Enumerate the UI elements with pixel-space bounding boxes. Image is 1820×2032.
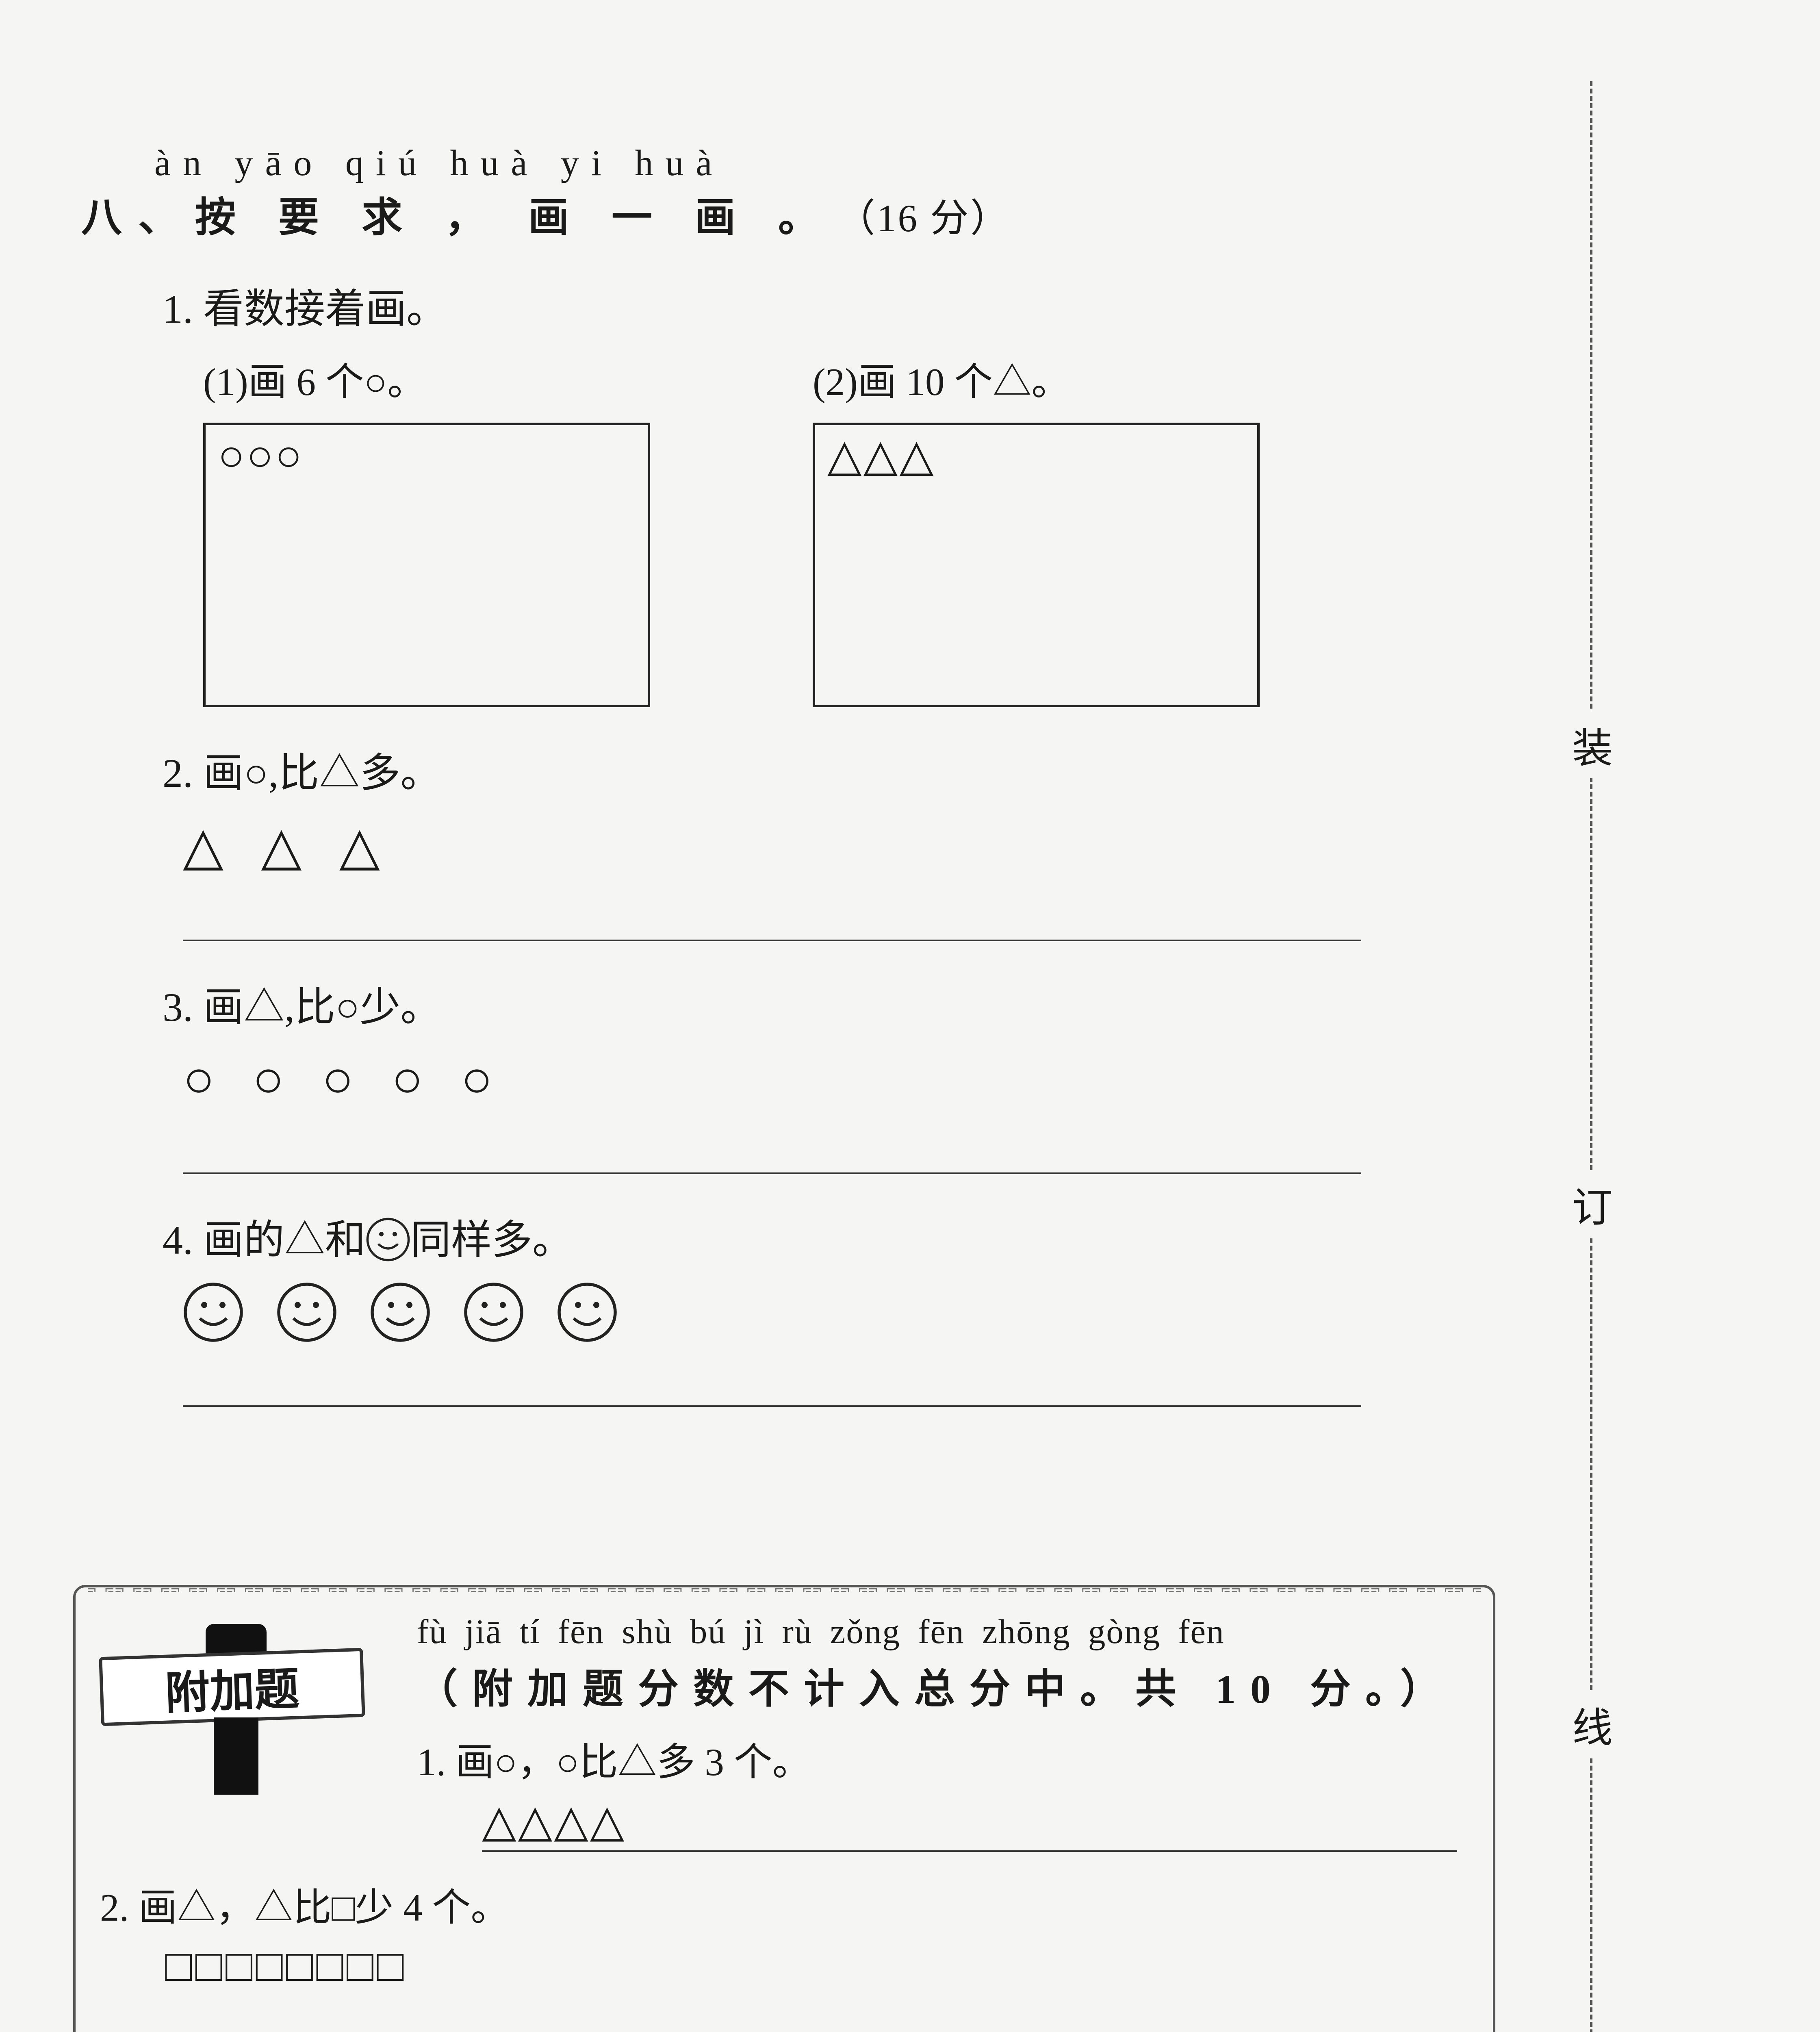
q4-smiley-row (183, 1282, 1463, 1343)
smiley-icon (463, 1282, 524, 1343)
bonus-q1-title: 1. 画○，○比△多 3 个。 (417, 1731, 1469, 1787)
section-8-title-row: 八、按 要 求 ， 画 一 画 。 （16 分） (81, 184, 1463, 243)
bonus-sign-label: 附加题 (164, 1652, 300, 1722)
smiley-icon (183, 1282, 244, 1343)
question-2: 2. 画○,比△多。 △ △ △ (163, 740, 1463, 941)
q1-sub1-shapes: ○○○ (218, 431, 304, 480)
q1-sub1-label: (1)画 6 个○。 (203, 351, 650, 406)
bonus-hanzi: （附加题分数不计入总分中。共 10 分。） (417, 1656, 1469, 1715)
bonus-q1-shapes-line[interactable]: △△△△ (482, 1795, 1457, 1852)
bonus-q2-block: 2. 画△，△比□少 4 个。 □□□□□□□□ (100, 1876, 1469, 2032)
bonus-signpost-icon: 附加题 (100, 1616, 384, 1799)
q4-title-post: 同样多。 (410, 1218, 573, 1263)
q1-sub1: (1)画 6 个○。 ○○○ (203, 351, 650, 707)
q3-answer-line[interactable] (183, 1171, 1361, 1174)
bonus-pinyin: fù jiā tí fēn shù bú jì rù zǒng fēn zhōn… (417, 1612, 1469, 1652)
question-1: 1. 看数接着画。 (1)画 6 个○。 ○○○ (2)画 10 个△。 △△△ (163, 276, 1463, 707)
smiley-icon (370, 1282, 431, 1343)
q3-shapes: ○ ○ ○ ○ ○ (183, 1049, 1463, 1110)
section-8-pinyin: àn yāo qiú huà yi huà (154, 142, 1463, 184)
binding-label-xian: 线 (1572, 1691, 1613, 1758)
q1-sub2-shapes: △△△ (827, 431, 935, 480)
q1-sub2-label: (2)画 10 个△。 (813, 351, 1260, 406)
smiley-icon (366, 1217, 410, 1262)
sign-post (214, 1717, 258, 1795)
smiley-icon (276, 1282, 337, 1343)
q3-title: 3. 画△,比○少。 (163, 974, 1463, 1033)
sign-plank: 附加题 (99, 1648, 365, 1726)
section-8-hanzi: 按 要 求 ， 画 一 画 。 (195, 195, 835, 240)
q1-sub2: (2)画 10 个△。 △△△ (813, 351, 1260, 707)
q1-title: 1. 看数接着画。 (163, 276, 1463, 334)
bonus-q1-shapes: △△△△ (482, 1796, 626, 1846)
q1-sub1-drawbox[interactable]: ○○○ (203, 423, 650, 707)
q4-answer-line[interactable] (183, 1404, 1361, 1407)
binding-label-zhuang: 装 (1572, 711, 1613, 778)
q4-title-pre: 4. 画的△和 (163, 1218, 366, 1263)
worksheet-page: àn yāo qiú huà yi huà 八、按 要 求 ， 画 一 画 。 … (81, 142, 1463, 1407)
bonus-q2-title: 2. 画△，△比□少 4 个。 (100, 1876, 1469, 1932)
smiley-icon (557, 1282, 618, 1343)
q2-shapes: △ △ △ (183, 815, 1463, 877)
bonus-border-top: ╗╔╗╔╗╔╗╔╗╔╗╔╗╔╗╔╗╔╗╔╗╔╗╔╗╔╗╔╗╔╗╔╗╔╗╔╗╔╗╔… (88, 1580, 1481, 1592)
bonus-section: ╗╔╗╔╗╔╗╔╗╔╗╔╗╔╗╔╗╔╗╔╗╔╗╔╗╔╗╔╗╔╗╔╗╔╗╔╗╔╗╔… (73, 1585, 1495, 2032)
section-8-header: àn yāo qiú huà yi huà 八、按 要 求 ， 画 一 画 。 … (81, 142, 1463, 243)
section-8-number: 八、 (81, 195, 195, 240)
question-4: 4. 画的△和同样多。 (163, 1207, 1463, 1407)
q4-title: 4. 画的△和同样多。 (163, 1207, 1463, 1266)
section-8-points: （16 分） (837, 197, 1011, 240)
q2-answer-line[interactable] (183, 938, 1361, 941)
q2-title: 2. 画○,比△多。 (163, 740, 1463, 799)
binding-label-ding: 订 (1572, 1170, 1613, 1237)
bonus-q2-shapes: □□□□□□□□ (165, 1940, 1469, 1992)
q1-subrow: (1)画 6 个○。 ○○○ (2)画 10 个△。 △△△ (203, 351, 1463, 707)
question-3: 3. 画△,比○少。 ○ ○ ○ ○ ○ (163, 974, 1463, 1174)
bonus-content: fù jiā tí fēn shù bú jì rù zǒng fēn zhōn… (417, 1612, 1469, 1852)
q1-sub2-drawbox[interactable]: △△△ (813, 423, 1260, 707)
